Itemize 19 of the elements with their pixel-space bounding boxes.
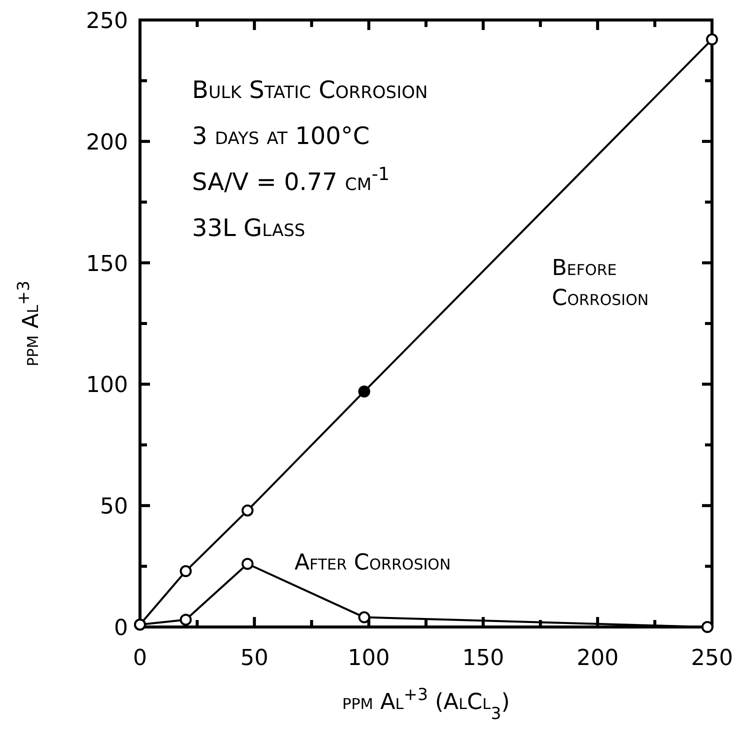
y-tick-label: 100 [86, 373, 128, 398]
x-tick-label: 250 [691, 646, 733, 671]
annotation: SA/V = 0.77 cm$^{-1}$ [192, 164, 390, 196]
series-label: After Corrosion [294, 550, 451, 576]
y-tick-label: 200 [86, 130, 128, 156]
x-tick-label: 50 [240, 646, 268, 671]
y-tick-label: 50 [100, 494, 128, 520]
x-tick-label: 100 [348, 646, 390, 671]
x-tick-label: 200 [576, 646, 619, 671]
annotation: Bulk Static Corrosion [192, 76, 428, 104]
annotation: 33L Glass [192, 214, 306, 242]
x-axis-title: ppm Al$^{+3}$ (AlCl$_{3}$) [342, 684, 510, 722]
annotation: 3 days at 100°C [192, 122, 370, 150]
y-tick-label: 150 [86, 252, 128, 277]
y-tick-label: 250 [86, 9, 128, 34]
y-tick-label: 0 [114, 616, 128, 641]
x-tick-label: 0 [133, 646, 147, 671]
series-label: Before Corrosion [552, 256, 649, 311]
x-tick-label: 150 [462, 646, 504, 671]
